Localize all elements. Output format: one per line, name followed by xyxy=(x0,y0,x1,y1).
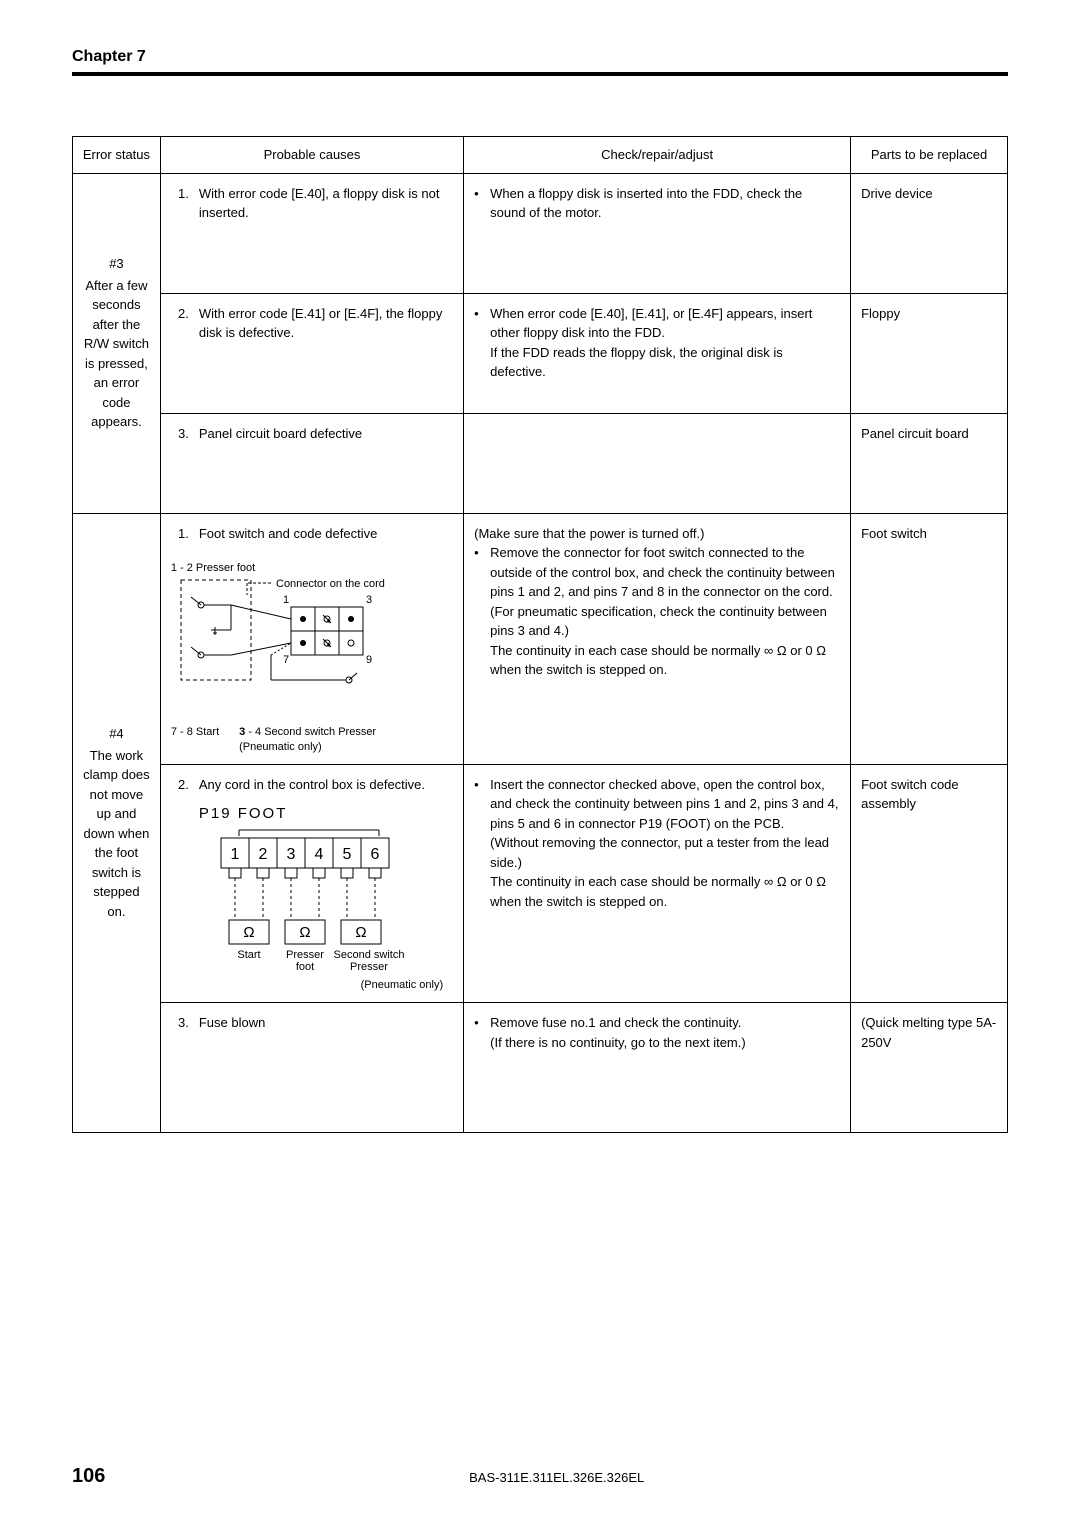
cause-text: Panel circuit board defective xyxy=(199,424,453,444)
diagram2-pneumatic: (Pneumatic only) xyxy=(199,978,453,992)
pin: 2 xyxy=(258,846,267,863)
col-header-check: Check/repair/adjust xyxy=(464,137,851,174)
error-status-3: #3 After a few seconds after the R/W swi… xyxy=(73,173,161,513)
cause-cell: 1. With error code [E.40], a floppy disk… xyxy=(160,173,463,293)
check-cell: • Remove fuse no.1 and check the continu… xyxy=(464,1003,851,1133)
check-text: Remove the connector for foot switch con… xyxy=(490,543,840,680)
cause-cell: 3. Fuse blown xyxy=(160,1003,463,1133)
bullet: • xyxy=(474,775,484,912)
pin-9: 9 xyxy=(366,654,372,666)
check-cell xyxy=(464,413,851,513)
chapter-header: Chapter 7 xyxy=(72,48,1008,72)
cause-text: Any cord in the control box is defective… xyxy=(199,775,453,795)
parts-cell: Foot switch code assembly xyxy=(851,764,1008,1002)
check-cell: • When a floppy disk is inserted into th… xyxy=(464,173,851,293)
error-tag: #4 xyxy=(83,724,150,744)
ohm-icon: Ω xyxy=(355,924,366,941)
p19-connector-diagram: 1 2 3 4 5 6 xyxy=(199,828,409,978)
error-text: After a few seconds after the R/W switch… xyxy=(83,276,150,432)
check-cell: • Insert the connector checked above, op… xyxy=(464,764,851,1002)
diagram2-presser: Presser xyxy=(286,949,324,961)
troubleshooting-table: Error status Probable causes Check/repai… xyxy=(72,136,1008,1133)
cause-cell: 3. Panel circuit board defective xyxy=(160,413,463,513)
table-row: 2. Any cord in the control box is defect… xyxy=(73,764,1008,1002)
diagram1-connector-label: Connector on the cord xyxy=(276,578,385,590)
cause-num: 1. xyxy=(171,524,189,544)
parts-cell: (Quick melting type 5A-250V xyxy=(851,1003,1008,1133)
cause-text: Fuse blown xyxy=(199,1013,453,1033)
table-row: #4 The work clamp does not move up and d… xyxy=(73,513,1008,764)
bullet: • xyxy=(474,543,484,680)
table-row: 2. With error code [E.41] or [E.4F], the… xyxy=(73,293,1008,413)
error-status-4: #4 The work clamp does not move up and d… xyxy=(73,513,161,1133)
cause-cell: 2. With error code [E.41] or [E.4F], the… xyxy=(160,293,463,413)
cause-cell: 2. Any cord in the control box is defect… xyxy=(160,764,463,1002)
ohm-icon: Ω xyxy=(243,924,254,941)
ohm-icon: Ω xyxy=(299,924,310,941)
diagram2-p19: P19 FOOT xyxy=(199,804,453,824)
pin-7: 7 xyxy=(283,654,289,666)
col-header-error: Error status xyxy=(73,137,161,174)
check-text: Remove fuse no.1 and check the continuit… xyxy=(490,1013,840,1052)
check-text: Insert the connector checked above, open… xyxy=(490,775,840,912)
col-header-cause: Probable causes xyxy=(160,137,463,174)
cause-text: Foot switch and code defective xyxy=(199,524,453,544)
table-header-row: Error status Probable causes Check/repai… xyxy=(73,137,1008,174)
check-line1: (Make sure that the power is turned off.… xyxy=(474,524,840,544)
page-footer: 106 BAS-311E.311EL.326E.326EL xyxy=(72,1465,1008,1488)
bullet: • xyxy=(474,304,484,382)
cause-num: 2. xyxy=(171,304,189,343)
diagram2-second: Second switch xyxy=(333,949,404,961)
diagram2-start: Start xyxy=(237,949,260,961)
error-text: The work clamp does not move up and down… xyxy=(83,746,150,922)
table-row: 3. Panel circuit board defective Panel c… xyxy=(73,413,1008,513)
cause-text: With error code [E.40], a floppy disk is… xyxy=(199,184,453,223)
pin: 1 xyxy=(230,846,239,863)
pin: 5 xyxy=(342,846,351,863)
diagram1-pneumatic: (Pneumatic only) xyxy=(239,741,322,753)
col-header-parts: Parts to be replaced xyxy=(851,137,1008,174)
check-text: When error code [E.40], [E.41], or [E.4F… xyxy=(490,304,840,382)
pin: 4 xyxy=(314,846,323,863)
parts-cell: Drive device xyxy=(851,173,1008,293)
check-text: When a floppy disk is inserted into the … xyxy=(490,184,840,223)
pin-1: 1 xyxy=(283,594,289,606)
model-label: BAS-311E.311EL.326E.326EL xyxy=(105,1470,1008,1485)
cause-cell: 1. Foot switch and code defective 1 - 2 … xyxy=(160,513,463,764)
header-rule xyxy=(72,72,1008,76)
cause-num: 2. xyxy=(171,775,189,795)
diagram1-78start: 7 - 8 Start xyxy=(171,725,219,754)
check-cell: (Make sure that the power is turned off.… xyxy=(464,513,851,764)
pin-3: 3 xyxy=(366,594,372,606)
table-row: #3 After a few seconds after the R/W swi… xyxy=(73,173,1008,293)
diagram2-presser2: foot xyxy=(296,961,314,973)
diagram2-second2: Presser xyxy=(350,961,388,973)
diagram1-label-presser: 1 - 2 Presser foot xyxy=(171,561,453,575)
bullet: • xyxy=(474,1013,484,1052)
foot-switch-diagram: Connector on the cord 1 xyxy=(171,575,421,725)
cause-num: 3. xyxy=(171,424,189,444)
pin: 3 xyxy=(286,846,295,863)
check-cell: • When error code [E.40], [E.41], or [E.… xyxy=(464,293,851,413)
parts-cell: Floppy xyxy=(851,293,1008,413)
parts-cell: Panel circuit board xyxy=(851,413,1008,513)
table-row: 3. Fuse blown • Remove fuse no.1 and che… xyxy=(73,1003,1008,1133)
error-tag: #3 xyxy=(83,254,150,274)
cause-num: 1. xyxy=(171,184,189,223)
pin: 6 xyxy=(370,846,379,863)
parts-cell: Foot switch xyxy=(851,513,1008,764)
bullet: • xyxy=(474,184,484,223)
diagram1-34: - 4 Second switch Presser xyxy=(245,726,376,738)
cause-text: With error code [E.41] or [E.4F], the fl… xyxy=(199,304,453,343)
page-number: 106 xyxy=(72,1465,105,1488)
cause-num: 3. xyxy=(171,1013,189,1033)
